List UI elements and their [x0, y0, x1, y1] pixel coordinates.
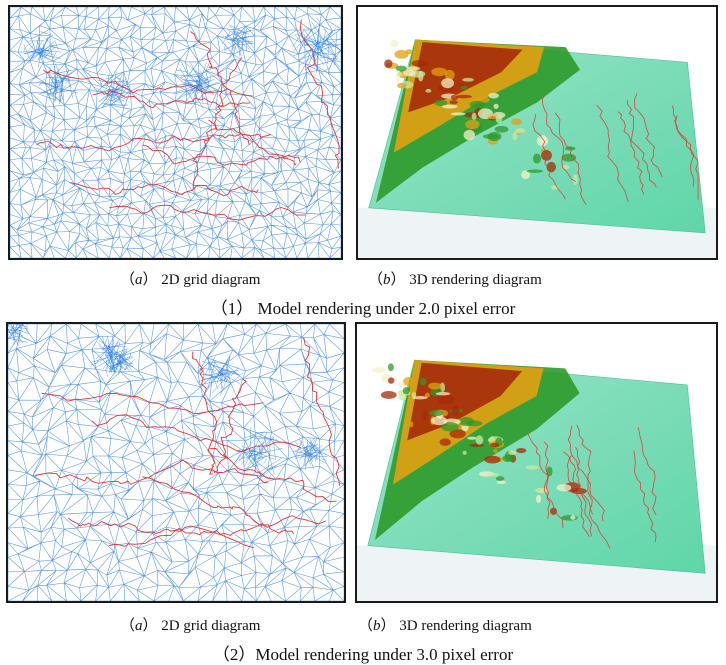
grid-caption-2: （a） 2D grid diagram [120, 618, 261, 634]
render-caption-text: 3D rendering diagram [409, 272, 542, 288]
grid-caption-text: 2D grid diagram [161, 618, 261, 634]
triangulated-grid-mesh [8, 324, 344, 601]
mesh-lines [10, 7, 341, 258]
grid-caption-text: 2D grid diagram [161, 272, 261, 288]
terrain-3d-render [357, 359, 716, 601]
caption-letter: a [135, 618, 143, 634]
triangulated-grid-mesh [10, 7, 341, 258]
render-diagram-panel-2 [355, 322, 718, 603]
caption-letter: b [373, 618, 381, 634]
figure-title-2: （2）Model rendering under 3.0 pixel error [212, 645, 514, 664]
grid-diagram-panel-2 [6, 322, 346, 603]
figure-title-1: （1） Model rendering under 2.0 pixel erro… [210, 299, 516, 318]
render-caption-1: （b） 3D rendering diagram [368, 272, 542, 288]
grid-diagram-panel-1 [8, 5, 343, 260]
river-network [34, 337, 341, 549]
caption-letter: a [135, 272, 143, 288]
grid-caption-1: （a） 2D grid diagram [120, 272, 261, 288]
render-diagram-panel-1 [356, 5, 718, 260]
caption-letter: b [383, 272, 391, 288]
render-caption-text: 3D rendering diagram [399, 618, 532, 634]
render-caption-2: （b） 3D rendering diagram [358, 618, 532, 634]
river-network [36, 19, 340, 221]
terrain-3d-render [358, 39, 716, 258]
mesh-lines [8, 324, 344, 601]
